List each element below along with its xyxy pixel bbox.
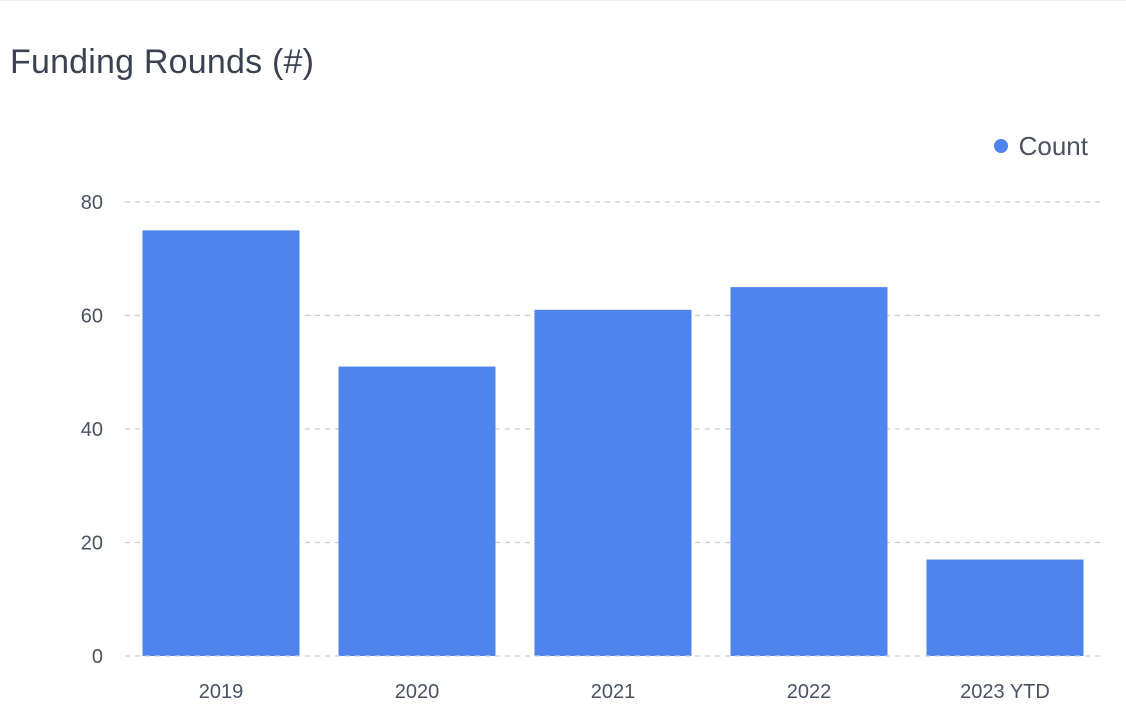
y-tick-label: 60 [81, 306, 103, 328]
legend: Count [993, 130, 1088, 162]
x-tick-label: 2020 [395, 681, 440, 703]
bar-2019[interactable] [142, 230, 300, 656]
x-axis-ticks: 2019 2020 2021 2022 2023 YTD [199, 681, 1050, 703]
bar-2022[interactable] [730, 287, 888, 656]
chart-title: Funding Rounds (#) [10, 43, 315, 81]
x-tick-label: 2019 [199, 681, 244, 703]
legend-swatch-count [993, 139, 1008, 153]
legend-label-count: Count [1018, 131, 1088, 161]
y-tick-label: 20 [81, 533, 103, 555]
top-divider [0, 0, 1126, 1]
y-tick-label: 40 [81, 419, 103, 441]
y-axis-ticks: 0 20 40 60 80 [81, 192, 103, 668]
bars [142, 230, 1084, 656]
y-tick-label: 0 [92, 646, 103, 668]
x-tick-label: 2023 YTD [960, 681, 1050, 703]
x-tick-label: 2021 [591, 681, 636, 703]
y-tick-label: 80 [81, 192, 103, 214]
x-tick-label: 2022 [787, 681, 832, 703]
bar-2023-ytd[interactable] [926, 559, 1084, 656]
bar-2021[interactable] [534, 309, 692, 656]
bar-2020[interactable] [338, 366, 496, 656]
